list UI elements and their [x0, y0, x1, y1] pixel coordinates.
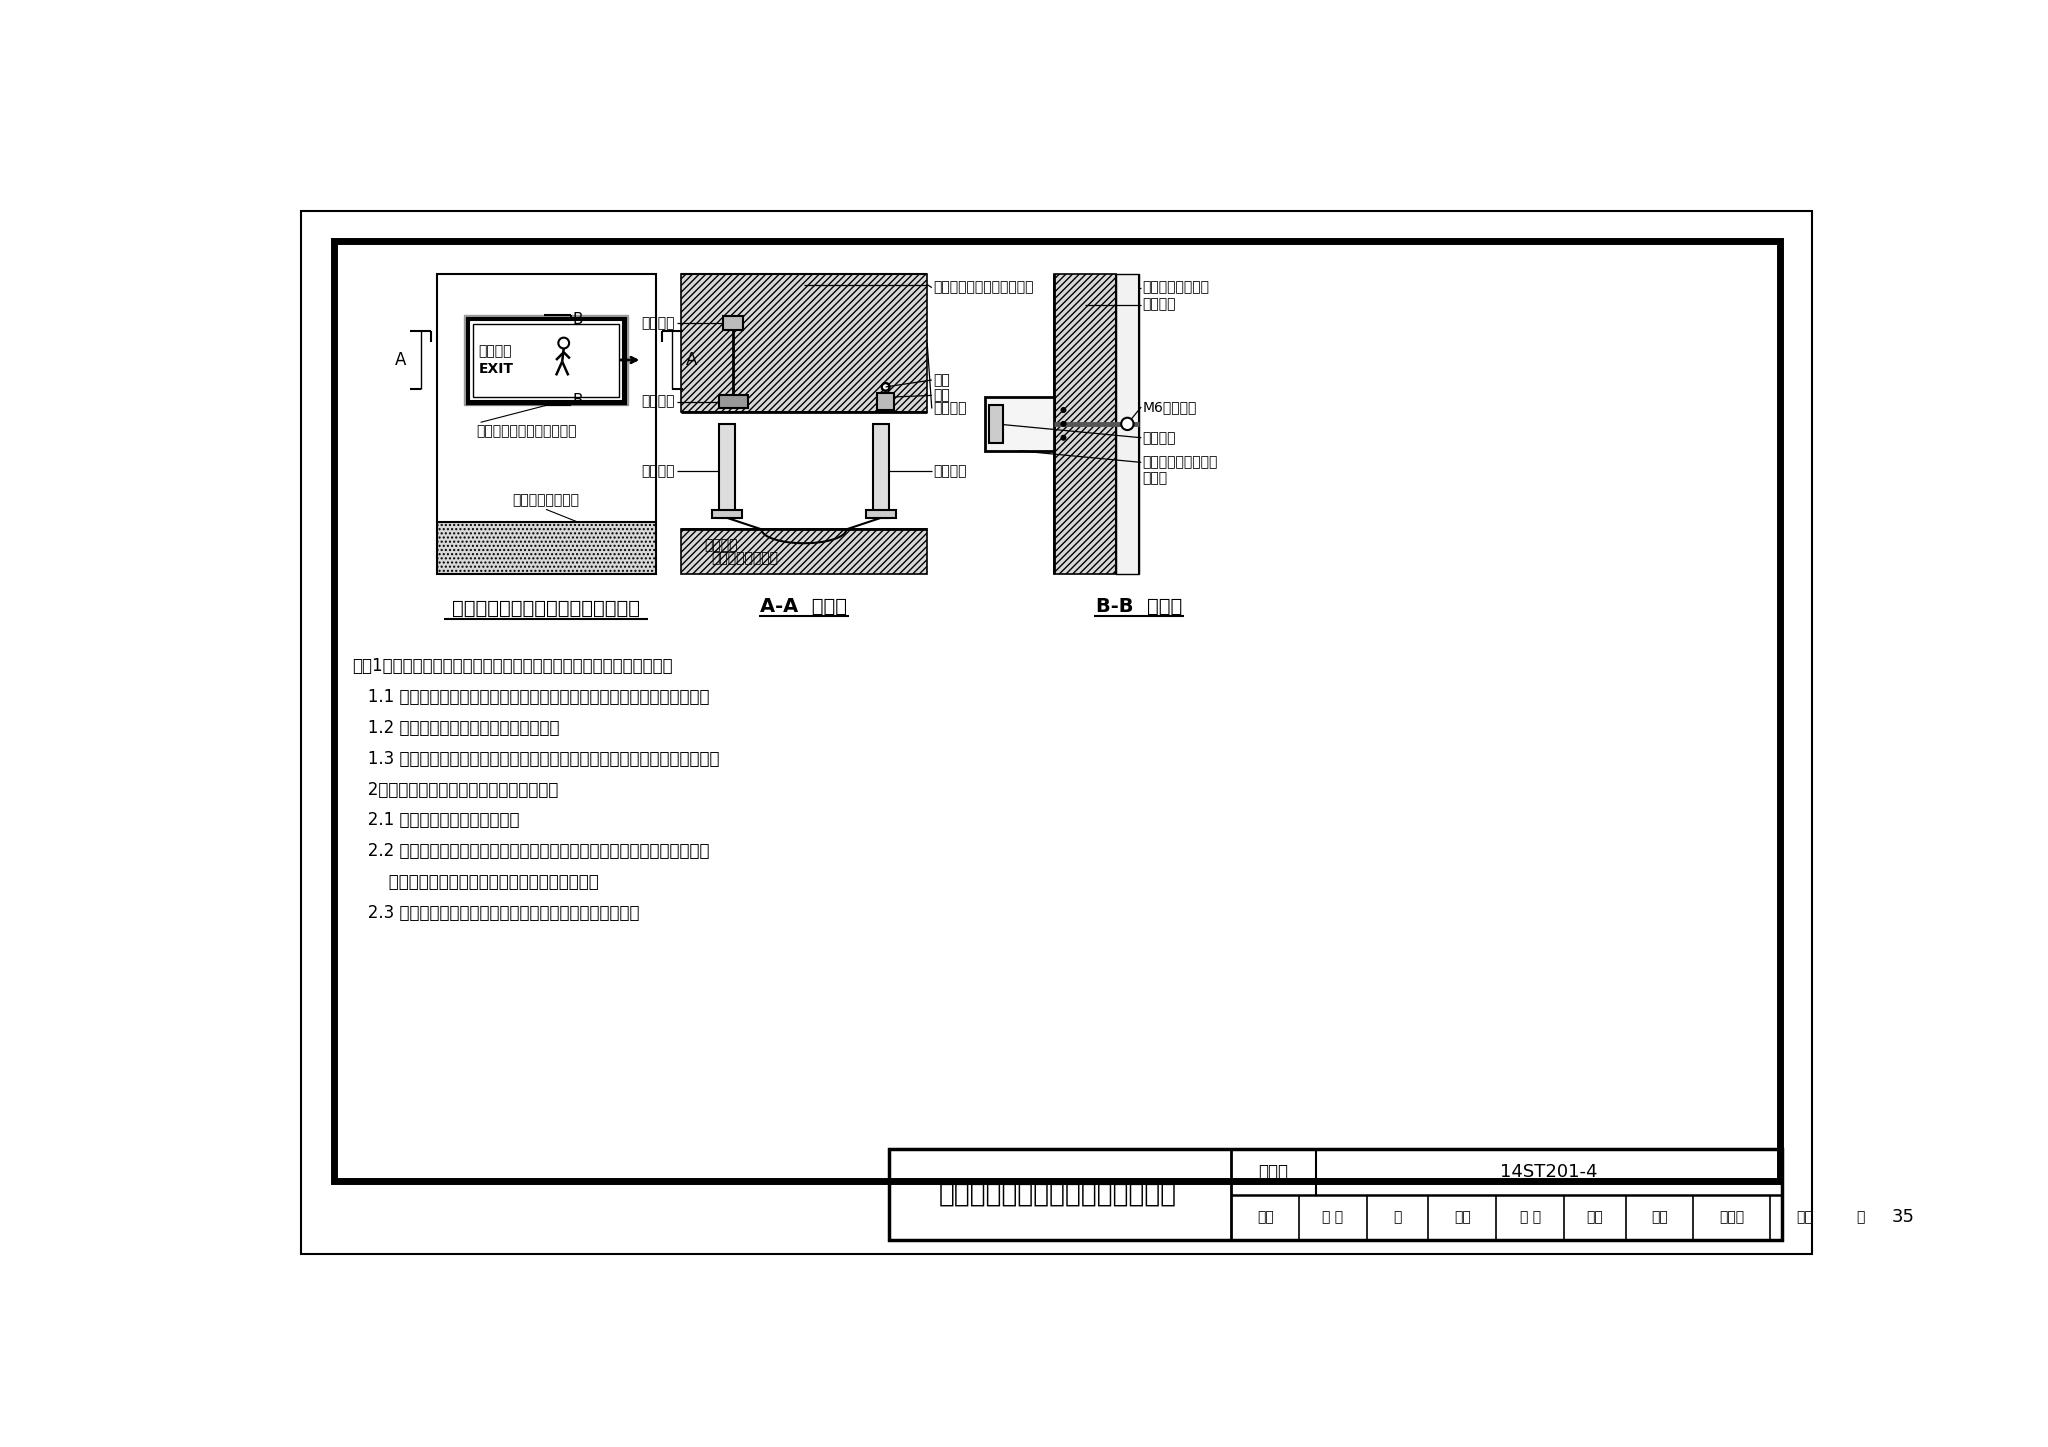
Text: 抱式管卡: 抱式管卡 [641, 395, 674, 408]
Text: 于 鑫: 于 鑫 [1323, 1210, 1343, 1224]
Text: 墙面镶嵌式电光源型标志牌正立面图: 墙面镶嵌式电光源型标志牌正立面图 [453, 599, 641, 618]
Text: 14ST201-4: 14ST201-4 [1499, 1162, 1597, 1181]
Text: M6膨胀螺栓: M6膨胀螺栓 [1143, 399, 1198, 414]
Text: 牌体支架: 牌体支架 [641, 464, 674, 478]
Bar [473, 324, 618, 396]
Bar [723, 315, 743, 330]
Text: 标志牌: 标志牌 [1143, 470, 1167, 485]
Text: 图集号: 图集号 [1260, 1162, 1288, 1181]
Text: 墙体结构: 墙体结构 [1143, 298, 1176, 311]
Bar [436, 273, 655, 574]
Text: 源处应有警告标志。牌体后不允许有裸线通过。: 源处应有警告标志。牌体后不允许有裸线通过。 [352, 873, 598, 891]
Text: B-B  剖面图: B-B 剖面图 [1096, 596, 1182, 616]
Text: 2.3 牌体安装位置、安装高度、加固方式应符合设计要求。: 2.3 牌体安装位置、安装高度、加固方式应符合设计要求。 [352, 904, 639, 922]
Circle shape [1061, 436, 1065, 440]
Circle shape [1120, 418, 1133, 430]
Bar [719, 395, 748, 408]
Text: 35: 35 [1890, 1208, 1915, 1226]
Text: 紧急出口: 紧急出口 [479, 344, 512, 357]
Text: 审核: 审核 [1257, 1210, 1274, 1224]
Text: 牌体支架: 牌体支架 [1143, 431, 1176, 444]
Circle shape [1061, 408, 1065, 412]
Bar [985, 396, 1055, 451]
Bar [469, 320, 623, 401]
Bar [989, 405, 1004, 443]
Text: B: B [573, 394, 584, 408]
Text: 2．墙面镶嵌式电光源型标志牌安装要求：: 2．墙面镶嵌式电光源型标志牌安装要求： [352, 780, 559, 799]
Bar [872, 424, 889, 518]
Text: A: A [395, 352, 406, 369]
Bar [866, 511, 897, 518]
Text: 墙面装饰完成面层: 墙面装饰完成面层 [711, 551, 778, 564]
Text: 地面装饰完成面层: 地面装饰完成面层 [512, 493, 580, 506]
Text: 2.2 带电牌体的保护接地端子应有明确标记并接地良好。在熔断器和开关电: 2.2 带电牌体的保护接地端子应有明确标记并接地良好。在熔断器和开关电 [352, 842, 709, 860]
Bar [680, 412, 928, 530]
Text: 牌体支架: 牌体支架 [934, 464, 967, 478]
Text: 墙面装饰完成面层: 墙面装饰完成面层 [1143, 281, 1210, 295]
Text: 1.1 焊接材料的品种、规格、性能等应符合现行国家产品标准和设计要求。: 1.1 焊接材料的品种、规格、性能等应符合现行国家产品标准和设计要求。 [352, 689, 709, 706]
Text: 护口: 护口 [934, 388, 950, 402]
Text: 彩明: 彩明 [1796, 1210, 1812, 1224]
Circle shape [883, 383, 889, 391]
Text: 墙体结构: 墙体结构 [934, 401, 967, 415]
Text: 弥: 弥 [1393, 1210, 1401, 1224]
Text: 墙面镶嵌式电光源型标志牌: 墙面镶嵌式电光源型标志牌 [477, 424, 578, 438]
Text: 周亚朋: 周亚朋 [1718, 1210, 1745, 1224]
Bar [1116, 273, 1139, 574]
Text: 设计: 设计 [1651, 1210, 1667, 1224]
Text: 1.2 焊缝表面不得有裂纹、焊瘤等缺陷。: 1.2 焊缝表面不得有裂纹、焊瘤等缺陷。 [352, 719, 559, 737]
Text: 锁母: 锁母 [934, 373, 950, 386]
Text: A-A  剖面图: A-A 剖面图 [760, 596, 848, 616]
Bar [877, 394, 895, 410]
Text: 金属导管: 金属导管 [641, 315, 674, 330]
Bar [680, 530, 928, 574]
Bar [719, 424, 735, 518]
Text: 1.3 站台层靠近轨旁的预埋件支架安装应满足区间设备限界要求，不能侵限。: 1.3 站台层靠近轨旁的预埋件支架安装应满足区间设备限界要求，不能侵限。 [352, 750, 719, 768]
Circle shape [1061, 421, 1065, 427]
Bar [334, 242, 1780, 1181]
Bar [889, 1149, 1782, 1240]
Bar [467, 318, 625, 404]
Text: 吴 卉: 吴 卉 [1520, 1210, 1540, 1224]
Text: A: A [686, 352, 696, 369]
Bar [1055, 273, 1116, 574]
Text: 页: 页 [1855, 1210, 1864, 1224]
Text: B: B [573, 313, 584, 327]
Bar [680, 273, 928, 412]
Text: 校对: 校对 [1454, 1210, 1470, 1224]
Text: 墙面镶嵌式电光源型标志牌安装图: 墙面镶嵌式电光源型标志牌安装图 [938, 1182, 1178, 1208]
Text: 2.1 牌体版面应符合设计要求。: 2.1 牌体版面应符合设计要求。 [352, 812, 520, 829]
Text: 墙面镶嵌式电光源型: 墙面镶嵌式电光源型 [1143, 456, 1219, 469]
Text: 吴斗: 吴斗 [1587, 1210, 1604, 1224]
Text: EXIT: EXIT [479, 362, 514, 376]
Bar [436, 522, 655, 574]
Text: 墙面镶嵌式电光源型标志牌: 墙面镶嵌式电光源型标志牌 [934, 281, 1034, 295]
Text: 金属软管: 金属软管 [705, 538, 737, 553]
Bar [711, 511, 741, 518]
Text: 注：1．墙面镶嵌式电光源型标志牌预埋件安装的质量应符合下列规定：: 注：1．墙面镶嵌式电光源型标志牌预埋件安装的质量应符合下列规定： [352, 657, 672, 676]
Bar [465, 315, 627, 405]
